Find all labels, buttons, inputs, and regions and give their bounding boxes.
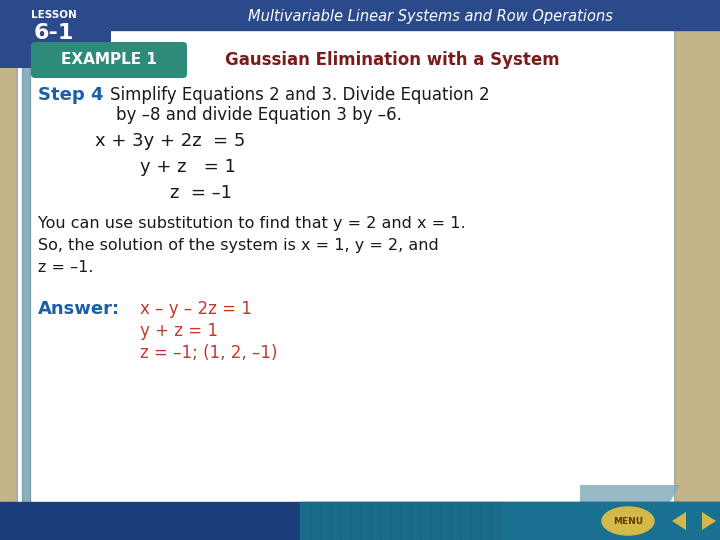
Text: x – y – 2z = 1: x – y – 2z = 1	[140, 300, 252, 318]
Text: Simplify Equations 2 and 3. Divide Equation 2: Simplify Equations 2 and 3. Divide Equat…	[110, 86, 490, 104]
Text: 6-1: 6-1	[34, 23, 74, 43]
Text: EXAMPLE 1: EXAMPLE 1	[61, 52, 157, 68]
Bar	[320, 502, 330, 540]
Bar	[390, 502, 400, 540]
Bar	[460, 502, 470, 540]
Polygon shape	[672, 512, 686, 530]
Text: Gaussian Elimination with a System: Gaussian Elimination with a System	[225, 51, 559, 69]
Bar	[370, 502, 380, 540]
Bar	[440, 502, 450, 540]
Polygon shape	[702, 512, 716, 530]
Bar	[490, 502, 500, 540]
Bar	[400, 502, 410, 540]
Text: z = –1; (1, 2, –1): z = –1; (1, 2, –1)	[140, 344, 277, 362]
Text: Answer:: Answer:	[38, 300, 120, 318]
Text: by –8 and divide Equation 3 by –6.: by –8 and divide Equation 3 by –6.	[116, 106, 402, 124]
Ellipse shape	[602, 507, 654, 535]
Text: z = –1.: z = –1.	[38, 260, 94, 275]
Bar	[300, 502, 310, 540]
Text: MENU: MENU	[613, 516, 643, 525]
Text: Multivariable Linear Systems and Row Operations: Multivariable Linear Systems and Row Ope…	[248, 9, 613, 24]
Text: y + z   = 1: y + z = 1	[140, 158, 236, 176]
FancyBboxPatch shape	[17, 25, 675, 507]
Bar	[430, 502, 440, 540]
Bar	[410, 502, 420, 540]
Text: LESSON: LESSON	[31, 10, 77, 20]
Bar	[22, 30, 30, 502]
FancyBboxPatch shape	[0, 0, 111, 68]
Text: z  = –1: z = –1	[170, 184, 232, 202]
Bar	[350, 502, 360, 540]
Bar	[340, 502, 350, 540]
Bar	[450, 502, 460, 540]
Polygon shape	[580, 485, 680, 502]
Bar	[310, 502, 320, 540]
Bar	[330, 502, 340, 540]
FancyBboxPatch shape	[31, 42, 187, 78]
Bar	[420, 502, 430, 540]
Text: Step 4: Step 4	[38, 86, 104, 104]
Text: y + z = 1: y + z = 1	[140, 322, 218, 340]
Bar	[380, 502, 390, 540]
Text: You can use substitution to find that ​y​ = 2 and ​x​ = 1.: You can use substitution to find that ​y…	[38, 216, 466, 231]
Bar	[0, 502, 720, 540]
Bar	[300, 502, 720, 540]
Text: x + 3y + 2z  = 5: x + 3y + 2z = 5	[95, 132, 246, 150]
Bar	[470, 502, 480, 540]
Bar	[480, 502, 490, 540]
Bar	[0, 0, 720, 30]
Bar	[360, 502, 370, 540]
Text: So, the solution of the system is ​x​ = 1, ​y​ = 2, and: So, the solution of the system is ​x​ = …	[38, 238, 438, 253]
